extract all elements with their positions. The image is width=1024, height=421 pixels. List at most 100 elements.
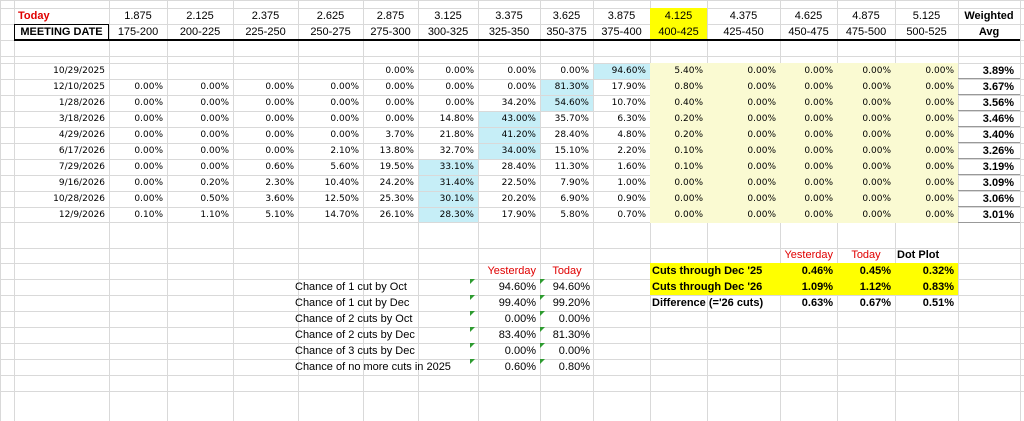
chance-yesterday-value[interactable]: 83.40% <box>470 327 540 343</box>
probability-cell[interactable]: 94.60% <box>611 66 646 76</box>
probability-cell[interactable]: 0.00% <box>200 130 229 140</box>
probability-cell[interactable]: 0.00% <box>837 79 895 95</box>
probability-cell[interactable]: 2.30% <box>265 178 294 188</box>
probability-cell[interactable]: 12.50% <box>324 194 359 204</box>
probability-cell[interactable]: 0.00% <box>385 82 414 92</box>
probability-cell[interactable]: 0.00% <box>200 82 229 92</box>
probability-cell[interactable]: 0.00% <box>837 63 895 79</box>
cuts-yesterday-value[interactable]: 1.09% <box>780 279 837 295</box>
probability-cell[interactable]: 0.00% <box>134 178 163 188</box>
probability-cell[interactable]: 4.80% <box>617 130 646 140</box>
probability-cell[interactable]: 28.30% <box>439 210 474 220</box>
probability-cell[interactable]: 17.90% <box>501 210 536 220</box>
probability-cell[interactable]: 0.80% <box>650 79 707 95</box>
probability-cell[interactable]: 0.00% <box>895 79 958 95</box>
probability-cell[interactable]: 30.10% <box>439 194 474 204</box>
probability-cell[interactable]: 81.30% <box>554 82 589 92</box>
probability-cell[interactable]: 0.00% <box>780 111 837 127</box>
probability-cell[interactable]: 0.00% <box>780 63 837 79</box>
probability-cell[interactable]: 0.00% <box>837 127 895 143</box>
probability-cell[interactable]: 0.00% <box>895 207 958 223</box>
probability-cell[interactable]: 0.00% <box>330 98 359 108</box>
probability-cell[interactable]: 0.00% <box>837 175 895 191</box>
probability-cell[interactable]: 0.00% <box>837 111 895 127</box>
probability-cell[interactable] <box>109 63 167 79</box>
probability-cell[interactable]: 0.00% <box>200 146 229 156</box>
probability-cell[interactable]: 0.00% <box>265 114 294 124</box>
probability-cell[interactable]: 54.60% <box>554 98 589 108</box>
probability-cell[interactable]: 21.80% <box>439 130 474 140</box>
probability-cell[interactable]: 0.50% <box>200 194 229 204</box>
probability-cell[interactable]: 0.10% <box>650 159 707 175</box>
probability-cell[interactable]: 0.00% <box>200 98 229 108</box>
probability-cell[interactable]: 0.00% <box>895 111 958 127</box>
chance-today-value[interactable]: 0.00% <box>540 343 594 359</box>
probability-cell[interactable]: 0.00% <box>330 114 359 124</box>
probability-cell[interactable]: 0.00% <box>200 162 229 172</box>
probability-cell[interactable]: 0.00% <box>780 191 837 207</box>
probability-cell[interactable]: 19.50% <box>379 162 414 172</box>
probability-cell[interactable]: 0.00% <box>707 207 780 223</box>
probability-cell[interactable]: 0.00% <box>895 175 958 191</box>
probability-cell[interactable]: 5.10% <box>265 210 294 220</box>
probability-cell[interactable]: 0.00% <box>134 130 163 140</box>
probability-cell[interactable]: 0.00% <box>507 82 536 92</box>
probability-cell[interactable]: 24.20% <box>379 178 414 188</box>
probability-cell[interactable]: 0.00% <box>200 114 229 124</box>
probability-cell[interactable]: 0.00% <box>837 159 895 175</box>
probability-cell[interactable]: 0.00% <box>330 82 359 92</box>
probability-cell[interactable] <box>167 63 233 79</box>
probability-cell[interactable]: 14.80% <box>439 114 474 124</box>
probability-cell[interactable]: 0.00% <box>134 162 163 172</box>
probability-cell[interactable]: 32.70% <box>439 146 474 156</box>
probability-cell[interactable]: 0.00% <box>895 191 958 207</box>
probability-cell[interactable]: 0.00% <box>265 82 294 92</box>
probability-cell[interactable]: 0.20% <box>650 127 707 143</box>
probability-cell[interactable]: 3.70% <box>385 130 414 140</box>
probability-cell[interactable]: 0.00% <box>780 207 837 223</box>
probability-cell[interactable]: 0.00% <box>780 175 837 191</box>
probability-cell[interactable]: 0.00% <box>134 98 163 108</box>
probability-cell[interactable]: 0.00% <box>265 98 294 108</box>
probability-cell[interactable]: 26.10% <box>379 210 414 220</box>
probability-cell[interactable]: 0.00% <box>134 114 163 124</box>
probability-cell[interactable]: 43.00% <box>501 114 536 124</box>
cuts-yesterday-value[interactable]: 0.63% <box>801 297 833 309</box>
probability-cell[interactable]: 33.10% <box>439 162 474 172</box>
probability-cell[interactable] <box>233 63 298 79</box>
probability-cell[interactable]: 34.20% <box>501 98 536 108</box>
probability-cell[interactable]: 0.00% <box>650 175 707 191</box>
probability-cell[interactable]: 0.00% <box>895 63 958 79</box>
probability-cell[interactable]: 0.00% <box>134 82 163 92</box>
probability-cell[interactable]: 0.00% <box>507 66 536 76</box>
probability-cell[interactable]: 0.00% <box>707 127 780 143</box>
probability-cell[interactable]: 2.20% <box>617 146 646 156</box>
chance-today-value[interactable]: 0.80% <box>540 359 594 375</box>
probability-cell[interactable]: 0.00% <box>895 159 958 175</box>
probability-cell[interactable]: 5.40% <box>650 63 707 79</box>
probability-cell[interactable]: 3.60% <box>265 194 294 204</box>
cuts-today-value[interactable]: 1.12% <box>837 279 895 295</box>
probability-cell[interactable]: 0.00% <box>385 66 414 76</box>
probability-cell[interactable]: 22.50% <box>501 178 536 188</box>
probability-cell[interactable]: 0.00% <box>707 143 780 159</box>
probability-cell[interactable]: 0.00% <box>707 175 780 191</box>
probability-cell[interactable]: 0.00% <box>445 66 474 76</box>
probability-cell[interactable]: 0.00% <box>780 143 837 159</box>
probability-cell[interactable]: 0.00% <box>895 127 958 143</box>
chance-yesterday-value[interactable]: 0.60% <box>470 359 540 375</box>
probability-cell[interactable]: 0.00% <box>560 66 589 76</box>
probability-cell[interactable]: 6.30% <box>617 114 646 124</box>
cuts-yesterday-value[interactable]: 0.46% <box>780 263 837 279</box>
probability-cell[interactable]: 0.00% <box>265 130 294 140</box>
probability-cell[interactable]: 0.00% <box>707 63 780 79</box>
probability-cell[interactable]: 7.90% <box>560 178 589 188</box>
probability-cell[interactable]: 6.90% <box>560 194 589 204</box>
probability-cell[interactable]: 0.00% <box>265 146 294 156</box>
chance-today-value[interactable]: 94.60% <box>540 279 594 295</box>
probability-cell[interactable]: 0.10% <box>134 210 163 220</box>
probability-cell[interactable]: 1.00% <box>617 178 646 188</box>
probability-cell[interactable]: 0.00% <box>780 79 837 95</box>
probability-cell[interactable]: 0.00% <box>837 95 895 111</box>
probability-cell[interactable]: 35.70% <box>554 114 589 124</box>
